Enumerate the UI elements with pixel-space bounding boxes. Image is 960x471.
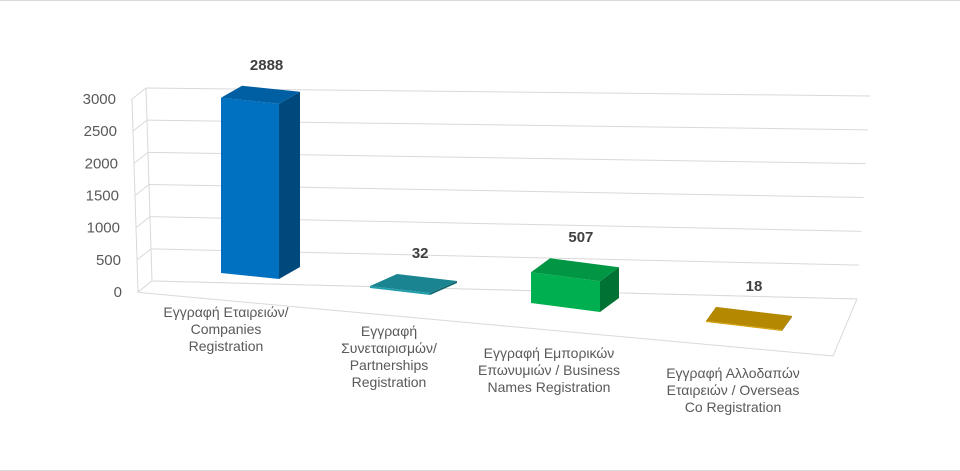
bar-front	[221, 97, 279, 279]
wall-edge	[145, 87, 153, 282]
floor	[136, 280, 858, 357]
gridline-side	[132, 119, 148, 132]
y-tick-label: 2000	[85, 155, 118, 172]
y-tick-label: 1000	[87, 220, 120, 237]
y-tick-label: 2500	[84, 123, 117, 140]
bar-side	[430, 281, 457, 295]
wall-edge	[131, 98, 139, 293]
category-label: Εγγραφή Εταιρειών/Companies Registration	[163, 304, 288, 354]
bar-side	[279, 91, 300, 279]
bar-front	[531, 272, 600, 312]
y-tick-label: 0	[114, 284, 122, 301]
data-label: 32	[412, 245, 429, 262]
gridline-side	[134, 184, 150, 196]
y-tick-label: 1500	[86, 188, 119, 205]
gridline-side	[131, 87, 147, 100]
y-tick-label: 500	[96, 252, 121, 269]
bars: 2888 32 507 18	[221, 57, 792, 331]
bar-front	[706, 320, 782, 331]
bar-4: 18	[706, 278, 792, 331]
bar-front	[370, 286, 430, 295]
bar-top	[370, 274, 457, 294]
data-label: 2888	[250, 57, 283, 74]
data-label: 507	[568, 229, 593, 246]
bar-side	[600, 267, 619, 312]
bar-2: 32	[370, 245, 457, 295]
gridline-side	[136, 248, 152, 261]
gridline-side	[133, 151, 149, 164]
category-label: Εγγραφή Συνεταιρισμών/Partnerships Registr…	[341, 323, 437, 390]
category-label: Εγγραφή Αλλοδαπών Εταιρειών / Overseas Co …	[666, 365, 800, 415]
data-label: 18	[746, 278, 763, 295]
bar-top	[531, 258, 619, 282]
bar-top	[221, 85, 300, 104]
floor-plane	[136, 280, 858, 357]
x-axis-labels: Εγγραφή Εταιρειών/Companies Registration Ε…	[163, 304, 799, 415]
gridline-side	[135, 216, 151, 229]
category-label: Εγγραφή Εμπορικών Επωνυμιών / Business Nam…	[478, 345, 620, 395]
bar-side	[782, 315, 792, 331]
y-axis-ticks: 0 500 1000 1500 2000 2500 3000	[83, 91, 122, 301]
bar-top	[706, 306, 792, 330]
bar-1: 2888	[221, 57, 300, 279]
bar-3: 507	[531, 229, 619, 312]
y-tick-label: 3000	[83, 91, 116, 108]
